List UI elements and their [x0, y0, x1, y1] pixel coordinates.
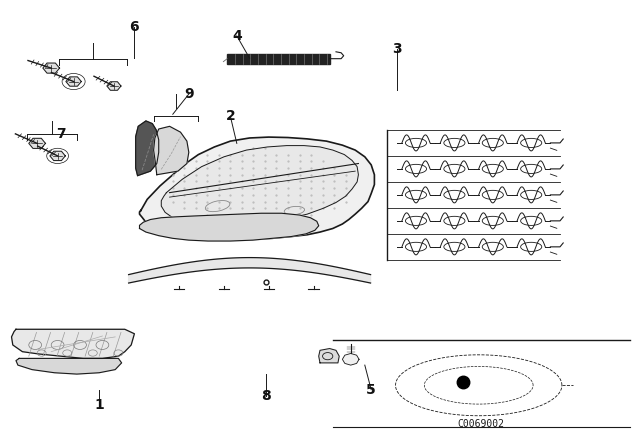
- Polygon shape: [161, 146, 358, 226]
- Polygon shape: [140, 213, 319, 241]
- Polygon shape: [342, 353, 359, 365]
- Text: 9: 9: [184, 87, 194, 101]
- Polygon shape: [66, 77, 81, 86]
- Polygon shape: [29, 138, 45, 148]
- Polygon shape: [50, 151, 65, 160]
- Polygon shape: [154, 126, 189, 175]
- Polygon shape: [12, 329, 134, 358]
- Text: 6: 6: [129, 20, 140, 34]
- Text: 7: 7: [56, 127, 66, 142]
- Polygon shape: [140, 137, 374, 239]
- Polygon shape: [227, 54, 330, 64]
- Text: C0069002: C0069002: [458, 419, 505, 429]
- Polygon shape: [129, 258, 371, 283]
- Polygon shape: [136, 121, 159, 176]
- Polygon shape: [43, 63, 60, 73]
- Text: 5: 5: [366, 383, 376, 397]
- Text: 1: 1: [94, 398, 104, 413]
- Text: 4: 4: [232, 29, 242, 43]
- Polygon shape: [16, 358, 122, 374]
- Text: 3: 3: [392, 42, 402, 56]
- Polygon shape: [107, 82, 121, 90]
- Polygon shape: [319, 349, 339, 363]
- Text: 8: 8: [260, 389, 271, 404]
- Text: 2: 2: [225, 109, 236, 124]
